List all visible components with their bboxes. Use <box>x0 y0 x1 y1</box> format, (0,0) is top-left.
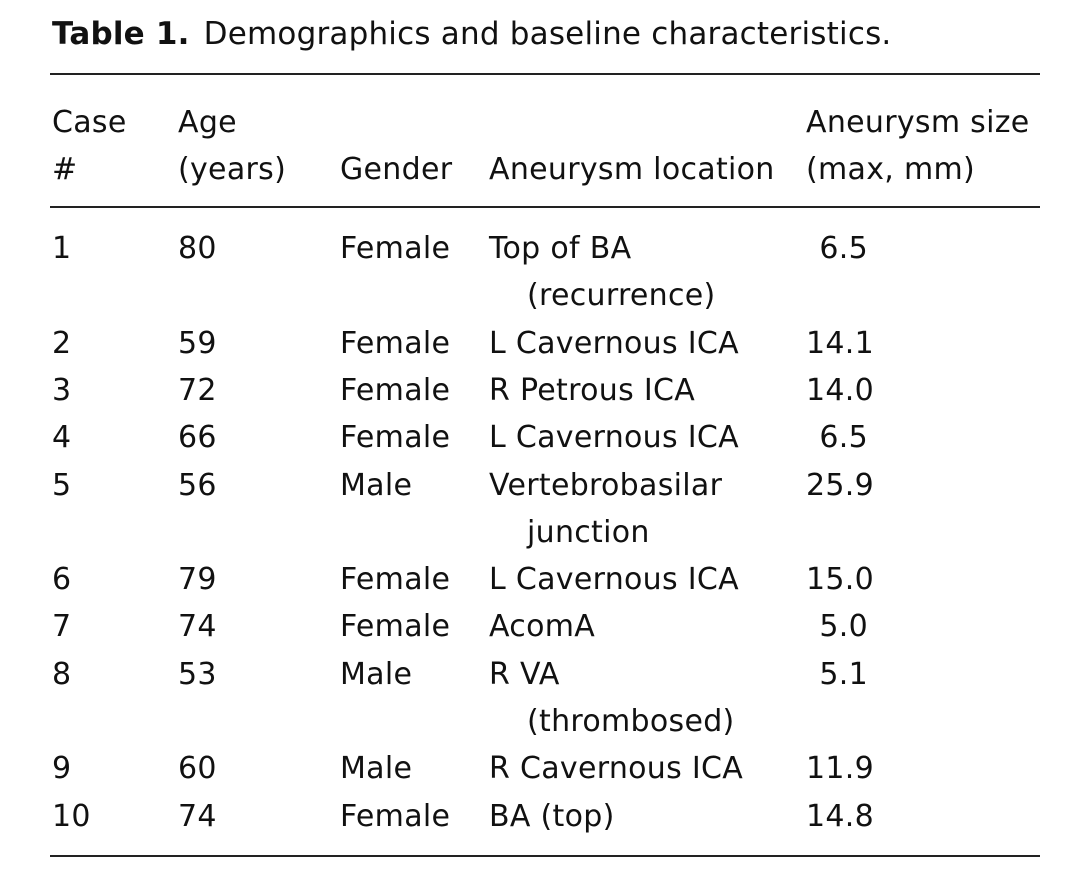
cell-location-line: L Cavernous ICA <box>489 562 739 598</box>
cell-location: BA (top) <box>489 793 615 840</box>
header-case: Case # <box>52 99 127 193</box>
table-caption-text: Demographics and baseline characteristic… <box>203 16 892 52</box>
cell-location-line: Top of BA <box>489 231 632 266</box>
cell-size: 5.0 <box>819 609 868 645</box>
cell-case: 10 <box>52 798 91 834</box>
header-size: Aneurysm size (max, mm) <box>806 99 1030 193</box>
cell-location: Vertebrobasilar junction <box>489 462 722 556</box>
cell-gender: Female <box>340 231 451 266</box>
cell-age: 60 <box>178 751 217 787</box>
cell-size: 6.5 <box>819 231 868 266</box>
cell-size: 6.5 <box>819 420 868 456</box>
cell-location: AcomA <box>489 603 595 650</box>
cell-age: 59 <box>178 325 217 361</box>
cell-case: 3 <box>52 372 72 408</box>
cell-size: 25.9 <box>806 467 874 503</box>
cell-case: 8 <box>52 656 72 692</box>
cell-size: 14.0 <box>806 372 874 408</box>
table-bottom-rule <box>50 855 1040 857</box>
cell-size: 14.8 <box>806 798 874 834</box>
cell-case: 9 <box>52 751 72 787</box>
cell-age: 56 <box>178 467 217 503</box>
cell-location: R Petrous ICA <box>489 367 695 414</box>
table-top-rule <box>50 73 1040 75</box>
cell-case: 6 <box>52 562 72 598</box>
cell-location: R Cavernous ICA <box>489 745 743 792</box>
table-caption-label: Table 1. <box>52 16 190 52</box>
cell-gender: Male <box>340 751 413 787</box>
cell-location-continuation: (recurrence) <box>527 278 716 313</box>
cell-location-line: Vertebrobasilar <box>489 467 723 503</box>
table-header-rule <box>50 206 1040 208</box>
cell-location-line: R Petrous ICA <box>489 372 696 408</box>
cell-location-line: L Cavernous ICA <box>489 420 739 456</box>
cell-age: 74 <box>178 798 217 834</box>
cell-case: 5 <box>52 467 72 503</box>
cell-age: 53 <box>178 656 217 692</box>
header-gender-line-2: Gender <box>340 152 453 187</box>
header-size-line-1: Aneurysm size <box>806 105 1030 140</box>
cell-age: 72 <box>178 372 217 408</box>
cell-size: 15.0 <box>806 562 874 598</box>
header-gender: Gender <box>340 99 452 193</box>
header-case-line-1: Case <box>52 105 127 140</box>
header-location-line-1 <box>489 99 775 146</box>
cell-case: 7 <box>52 609 72 645</box>
cell-location: R VA (thrombosed) <box>489 651 735 745</box>
header-age-line-1: Age <box>178 105 237 140</box>
cell-gender: Female <box>340 372 451 408</box>
cell-gender: Male <box>340 656 413 692</box>
cell-location-line: R VA <box>489 656 560 692</box>
cell-size: 14.1 <box>806 325 874 361</box>
cell-age: 66 <box>178 420 217 456</box>
cell-gender: Female <box>340 609 451 645</box>
cell-case: 1 <box>52 231 72 266</box>
cell-size: 11.9 <box>806 751 874 787</box>
header-age-line-2: (years) <box>178 152 287 187</box>
cell-case: 2 <box>52 325 72 361</box>
header-size-line-2: (max, mm) <box>806 152 975 187</box>
header-gender-line-1 <box>340 99 452 146</box>
cell-location-line: BA (top) <box>489 798 615 834</box>
table-caption: Table 1. Demographics and baseline charac… <box>52 14 891 54</box>
cell-case: 4 <box>52 420 72 456</box>
cell-location-continuation: (thrombosed) <box>527 703 735 739</box>
cell-location: Top of BA (recurrence) <box>489 225 716 319</box>
cell-gender: Female <box>340 420 451 456</box>
header-location-line-2: Aneurysm location <box>489 152 775 187</box>
cell-gender: Female <box>340 325 451 361</box>
cell-location-line: AcomA <box>489 609 596 645</box>
cell-location: L Cavernous ICA <box>489 320 739 367</box>
header-age: Age (years) <box>178 99 286 193</box>
cell-location-line: L Cavernous ICA <box>489 325 739 361</box>
cell-age: 80 <box>178 231 217 266</box>
cell-location: L Cavernous ICA <box>489 556 739 603</box>
cell-location: L Cavernous ICA <box>489 414 739 461</box>
cell-gender: Female <box>340 798 451 834</box>
cell-age: 79 <box>178 562 217 598</box>
cell-size: 5.1 <box>819 656 868 692</box>
header-case-line-2: # <box>52 152 78 187</box>
cell-gender: Female <box>340 562 451 598</box>
cell-gender: Male <box>340 467 413 503</box>
cell-age: 74 <box>178 609 217 645</box>
cell-location-line: R Cavernous ICA <box>489 751 744 787</box>
header-location: Aneurysm location <box>489 99 775 193</box>
cell-location-continuation: junction <box>527 514 650 550</box>
